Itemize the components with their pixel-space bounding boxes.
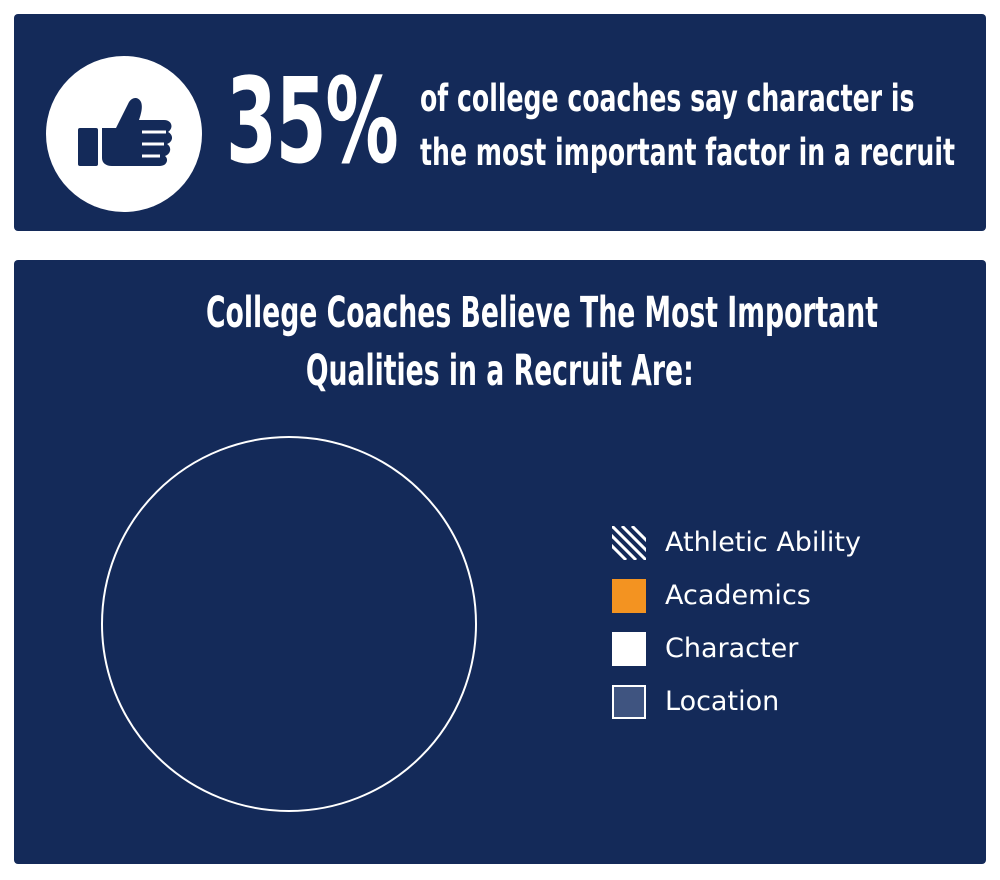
- legend-label: Academics: [665, 580, 811, 611]
- stat-text-line-1: of college coaches say character is: [420, 77, 915, 120]
- legend-label: Character: [665, 633, 799, 664]
- thumbs-up-icon: [78, 98, 173, 166]
- stat-text-line-2: the most important factor in a recruit: [420, 131, 955, 174]
- legend-swatch-orange: [612, 579, 646, 613]
- pie-outline: [101, 436, 477, 812]
- legend-swatch-slate: [612, 685, 646, 719]
- legend-label: Athletic Ability: [665, 527, 862, 558]
- pie-chart: [101, 436, 477, 812]
- stat-percent: 35%: [226, 52, 399, 190]
- thumbs-up-badge: [46, 56, 202, 212]
- legend-swatch-hatched: [612, 526, 646, 560]
- chart-title-line-2: Qualities in a Recruit Are:: [306, 346, 694, 396]
- legend-swatch-white: [612, 632, 646, 666]
- chart-panel: [14, 260, 986, 864]
- chart-title-line-1: College Coaches Believe The Most Importa…: [205, 288, 879, 338]
- legend-label: Location: [665, 686, 780, 717]
